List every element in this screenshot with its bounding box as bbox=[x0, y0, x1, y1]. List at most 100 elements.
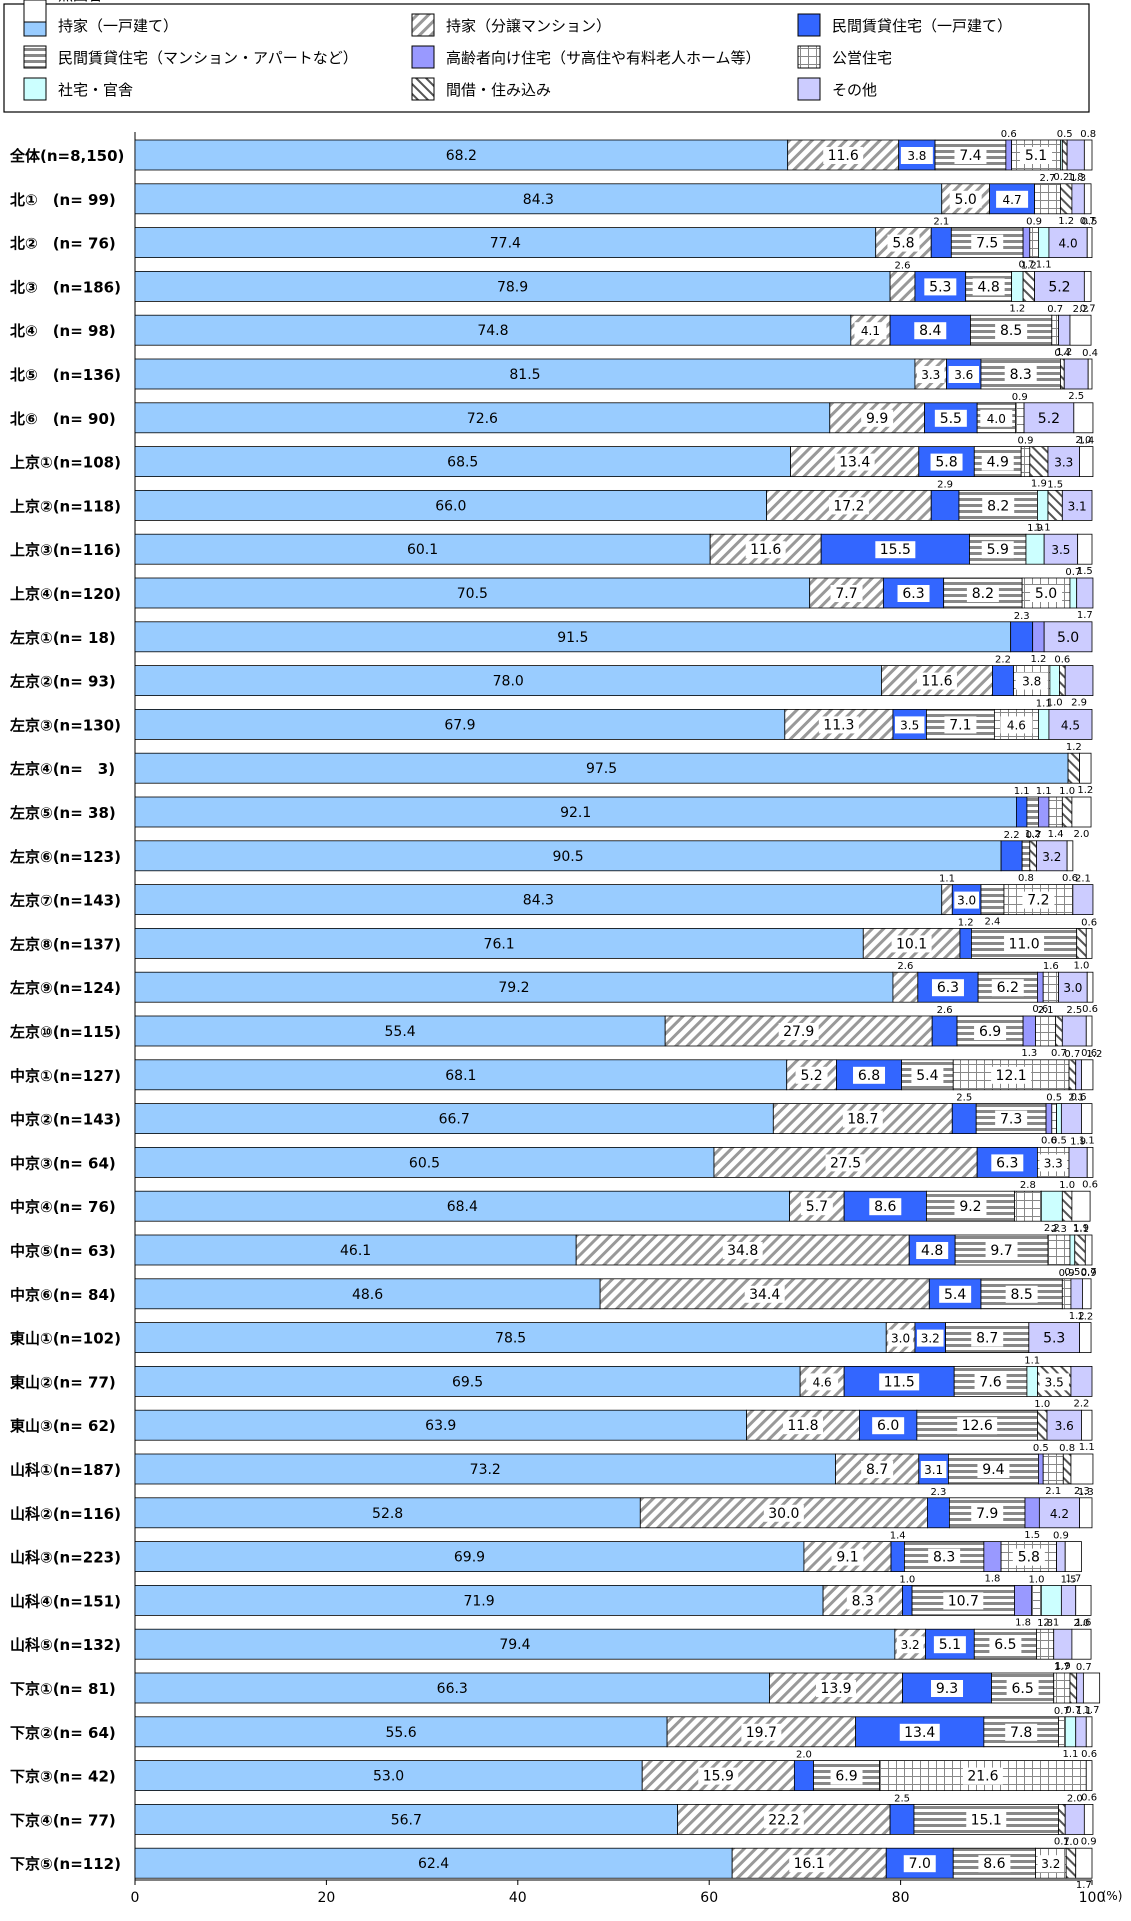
bar-row: 山科④(n=151) 71.9 8.3 1.0 10.7 1.8 1.0 2.1 1.5 1.6 bbox=[10, 1574, 1092, 1628]
data-label-bg bbox=[1004, 366, 1037, 383]
bar-segment bbox=[1082, 1672, 1101, 1704]
data-label-bg bbox=[995, 1110, 1028, 1128]
data-label: 6.2 bbox=[997, 980, 1019, 996]
category-label: 下京②(n= 64) bbox=[10, 1724, 116, 1742]
data-label-small: 0.4 bbox=[1054, 348, 1070, 359]
data-label-small: 0.7 bbox=[1026, 830, 1042, 841]
data-label: 10.1 bbox=[896, 936, 927, 952]
bar-segment bbox=[1038, 227, 1050, 259]
category-label: 北⑤ (n=136) bbox=[10, 366, 121, 384]
data-label: 6.3 bbox=[996, 1155, 1018, 1171]
category-label: 下京①(n= 81) bbox=[10, 1680, 116, 1698]
bar-segment bbox=[134, 139, 789, 171]
data-label: 70.5 bbox=[457, 586, 488, 602]
legend-swatch bbox=[797, 13, 821, 37]
data-label: 8.4 bbox=[919, 323, 941, 339]
bar-segment bbox=[1036, 1628, 1055, 1660]
bar-segment bbox=[1082, 1278, 1092, 1310]
bar-row: 下京①(n= 81) 66.3 13.9 9.3 6.51.70.70.71.7 bbox=[10, 1662, 1101, 1716]
data-label-bg bbox=[806, 1373, 839, 1391]
data-label-bg bbox=[954, 147, 987, 164]
category-label: 下京⑤(n=112) bbox=[10, 1855, 121, 1873]
bar-segment bbox=[1083, 270, 1092, 302]
bar-segment bbox=[1021, 840, 1031, 872]
data-label: 5.2 bbox=[800, 1068, 822, 1084]
data-label-bg bbox=[1020, 147, 1053, 164]
data-label: 78.9 bbox=[497, 279, 528, 295]
legend-swatch bbox=[411, 45, 435, 69]
bar-row: 北① (n= 99) 84.3 5.0 4.7 2.7 1.2 1.3 0.7 bbox=[10, 173, 1096, 227]
data-label: 66.7 bbox=[439, 1112, 470, 1128]
data-label-bg bbox=[916, 366, 945, 383]
bar-segment bbox=[1070, 1278, 1083, 1310]
data-label-small: 2.0 bbox=[1075, 435, 1091, 446]
data-label-small: 1.6 bbox=[1075, 1617, 1091, 1628]
data-label-small: 0.7 bbox=[1054, 1836, 1070, 1847]
bar-segment bbox=[1020, 446, 1031, 478]
data-label-bg bbox=[924, 278, 957, 296]
data-label-small: 2.6 bbox=[897, 961, 913, 972]
data-label-bg bbox=[1005, 1285, 1038, 1303]
data-label-small: 0.7 bbox=[1076, 1662, 1092, 1673]
bar-segment bbox=[1085, 1015, 1093, 1047]
data-label: 53.0 bbox=[373, 1769, 404, 1785]
category-label: 上京②(n=118) bbox=[10, 497, 121, 515]
data-label: 3.6 bbox=[954, 368, 973, 382]
data-label-bg bbox=[931, 979, 964, 997]
bar-segment bbox=[1034, 270, 1085, 302]
bar-row: 中京③(n= 64) 60.5 27.5 6.3 3.3 1.9 0.6 bbox=[10, 1136, 1098, 1190]
bar-segment bbox=[1069, 1234, 1076, 1266]
bar-segment bbox=[1063, 358, 1089, 390]
data-label-bg bbox=[928, 1548, 961, 1566]
bar-segment bbox=[1069, 1672, 1078, 1704]
data-label-small: 1.2 bbox=[1056, 347, 1072, 358]
x-tick-label: 60 bbox=[700, 1890, 718, 1906]
data-label: 15.5 bbox=[880, 542, 911, 558]
category-label: 北② (n= 76) bbox=[10, 235, 116, 253]
data-label: 3.0 bbox=[957, 894, 976, 908]
data-label: 77.4 bbox=[490, 236, 521, 252]
bar-segment bbox=[1071, 1190, 1091, 1222]
x-tick-label: 20 bbox=[317, 1890, 335, 1906]
data-label: 9.1 bbox=[836, 1550, 858, 1566]
bar-segment bbox=[134, 577, 811, 609]
category-label: 左京④(n= 3) bbox=[9, 760, 115, 778]
x-tick-label: 80 bbox=[892, 1890, 910, 1906]
data-label-bg bbox=[954, 1198, 987, 1216]
category-label: 中京⑥(n= 84) bbox=[10, 1286, 116, 1304]
data-label: 63.9 bbox=[425, 1418, 456, 1434]
bar-segment bbox=[1070, 1453, 1094, 1485]
bar-segment bbox=[1053, 1628, 1073, 1660]
bar-segment bbox=[1026, 1366, 1038, 1397]
data-label-small: 2.1 bbox=[1075, 874, 1091, 885]
data-label: 11.6 bbox=[921, 674, 952, 690]
bar-segment bbox=[1038, 709, 1050, 740]
category-label: 東山③(n= 62) bbox=[10, 1417, 116, 1435]
bar-row: 左京③(n=130) 67.9 11.3 3.5 7.1 4.6 1.1 4.5 bbox=[9, 698, 1093, 740]
legend-item: 公営住宅 bbox=[797, 45, 892, 69]
bar-segment bbox=[1047, 1234, 1071, 1266]
legend-label: 無回答 bbox=[58, 0, 103, 4]
bar-segment bbox=[134, 227, 877, 259]
data-label-small: 2.8 bbox=[1020, 1180, 1036, 1191]
data-label-bg bbox=[897, 585, 930, 602]
data-label: 68.5 bbox=[447, 455, 478, 471]
data-label-small: 0.6 bbox=[1054, 655, 1070, 666]
bar-row: 下京④(n= 77) 56.7 22.2 2.5 15.1 0.7 2.0 0.9 bbox=[10, 1793, 1097, 1847]
category-label: 左京⑨(n=124) bbox=[9, 979, 121, 997]
bar-segment bbox=[1076, 928, 1087, 959]
bar-segment bbox=[1075, 1585, 1092, 1616]
bar-segment bbox=[1065, 1847, 1077, 1879]
data-label: 13.9 bbox=[820, 1681, 851, 1697]
bar-segment bbox=[134, 621, 1012, 653]
bar-row: 山科③(n=223) 69.9 9.1 1.4 8.3 1.8 5.8 0.9 1.7 bbox=[10, 1531, 1082, 1585]
data-label-bg bbox=[823, 147, 864, 164]
data-label-small: 2.0 bbox=[1067, 1793, 1083, 1804]
data-label: 5.4 bbox=[916, 1068, 938, 1084]
data-label: 6.3 bbox=[937, 980, 959, 996]
data-label-small: 0.7 bbox=[1051, 1048, 1067, 1059]
bar-segment bbox=[1014, 1585, 1033, 1616]
data-label: 90.5 bbox=[552, 849, 583, 865]
data-label: 5.5 bbox=[940, 411, 962, 427]
bar-segment bbox=[1025, 533, 1045, 565]
